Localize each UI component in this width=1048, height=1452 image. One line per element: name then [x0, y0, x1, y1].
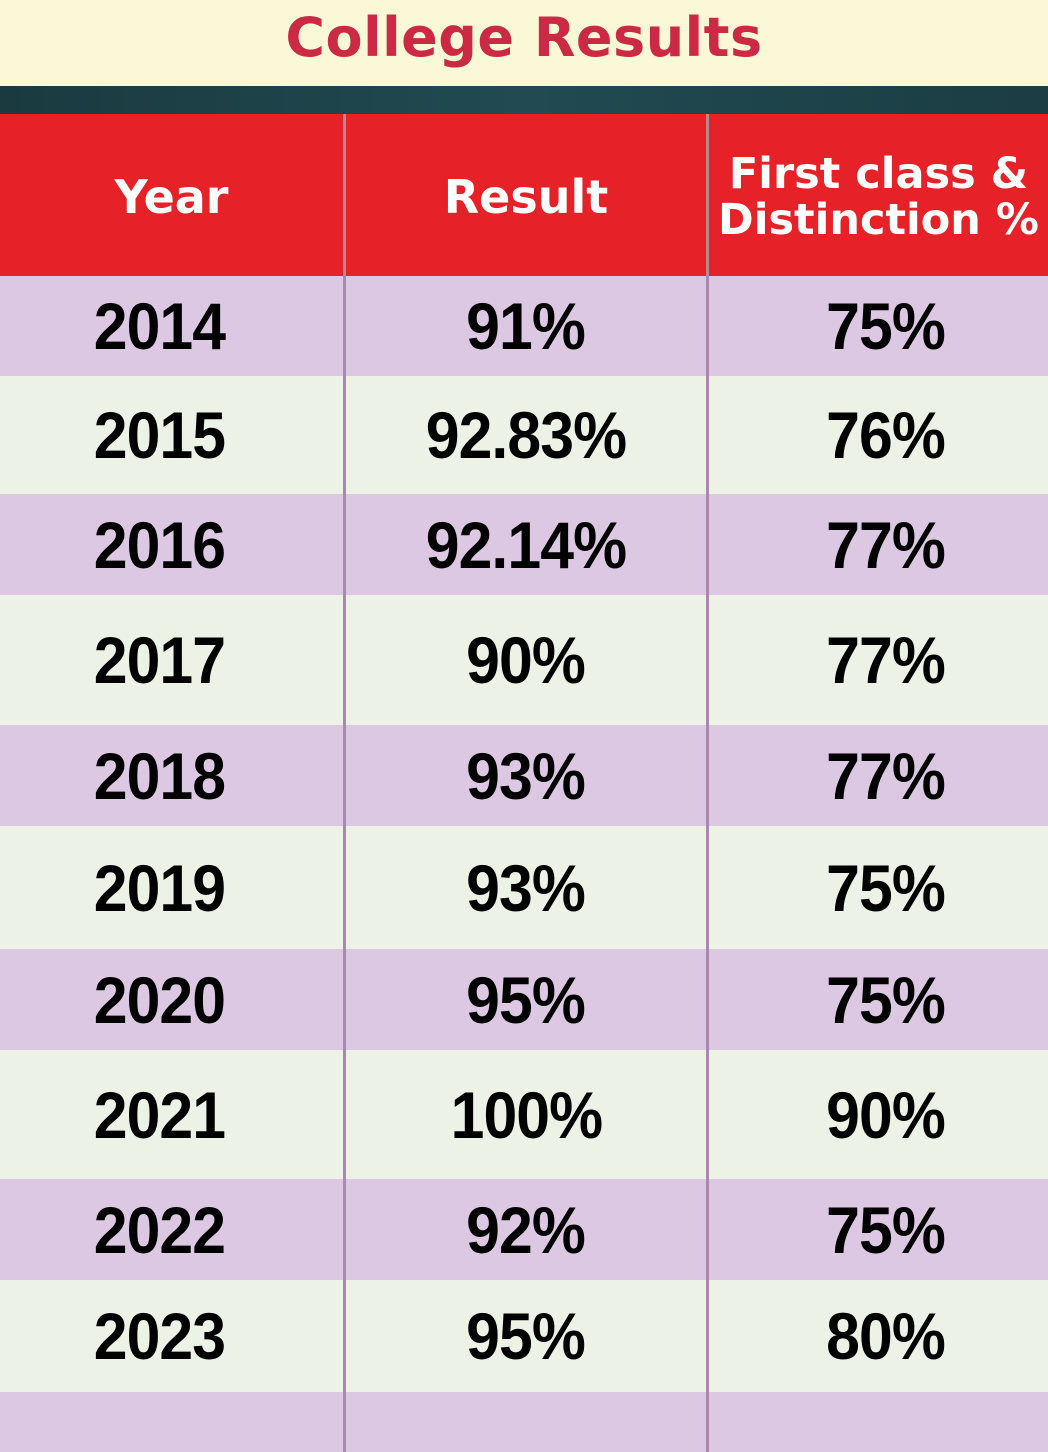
year-cell: 2016: [0, 494, 343, 595]
year-cell: 2020: [0, 949, 343, 1050]
year-value: 2022: [93, 1192, 226, 1267]
year-value: 2018: [93, 738, 226, 813]
first-class-value: 75%: [826, 850, 946, 925]
first-class-value: 76%: [826, 398, 946, 472]
table-row: 2014 91% 75%: [0, 276, 1048, 376]
first-class-value: 77%: [826, 507, 946, 582]
header-first-class-line1: First class &: [728, 149, 1029, 199]
year-cell: 2023: [0, 1280, 343, 1392]
result-value: 90%: [466, 623, 587, 697]
header-year: Year: [0, 114, 343, 276]
first-class-cell: 75%: [706, 826, 1048, 949]
table-row: 2015 92.83% 76%: [0, 376, 1048, 494]
year-value: 2014: [93, 289, 226, 363]
year-cell: 2022: [0, 1179, 343, 1280]
header-result-label: Result: [443, 170, 609, 224]
table-header-row: Year Result First class & Distinction %: [0, 114, 1048, 276]
result-value: 100%: [450, 1077, 603, 1152]
year-value: 2023: [93, 1299, 226, 1373]
result-cell: 90%: [343, 595, 706, 725]
first-class-cell: 76%: [706, 376, 1048, 494]
first-class-cell: 77%: [706, 494, 1048, 595]
table-row: 2021 100% 90%: [0, 1050, 1048, 1179]
first-class-value: 77%: [826, 623, 946, 697]
result-value: 95%: [466, 962, 587, 1037]
year-cell: 2021: [0, 1050, 343, 1179]
year-cell: 2017: [0, 595, 343, 725]
first-class-value: 90%: [826, 1077, 946, 1152]
first-class-cell: 75%: [706, 1179, 1048, 1280]
result-cell: 100%: [343, 1050, 706, 1179]
empty-cell: [343, 1392, 706, 1452]
first-class-cell: 90%: [706, 1050, 1048, 1179]
first-class-value: 75%: [826, 962, 946, 1037]
year-cell: 2019: [0, 826, 343, 949]
result-value: 92%: [466, 1192, 587, 1267]
result-cell: 93%: [343, 826, 706, 949]
first-class-cell: 80%: [706, 1280, 1048, 1392]
table-row: 2016 92.14% 77%: [0, 494, 1048, 595]
results-table: Year Result First class & Distinction % …: [0, 114, 1048, 1452]
first-class-value: 75%: [826, 1192, 946, 1267]
year-value: 2015: [93, 398, 226, 472]
year-cell: 2015: [0, 376, 343, 494]
table-row: 2022 92% 75%: [0, 1179, 1048, 1280]
first-class-value: 75%: [826, 289, 946, 363]
result-cell: 92%: [343, 1179, 706, 1280]
year-cell: 2018: [0, 725, 343, 826]
result-cell: 92.14%: [343, 494, 706, 595]
header-year-label: Year: [114, 170, 229, 224]
first-class-cell: 75%: [706, 276, 1048, 376]
first-class-value: 80%: [826, 1299, 946, 1373]
page-title: College Results: [285, 5, 763, 69]
year-value: 2019: [93, 850, 226, 925]
result-value: 95%: [466, 1299, 587, 1373]
result-value: 93%: [466, 738, 587, 813]
result-value: 93%: [466, 850, 587, 925]
year-value: 2016: [93, 507, 226, 582]
empty-cell: [0, 1392, 343, 1452]
year-value: 2021: [93, 1077, 226, 1152]
result-cell: 95%: [343, 949, 706, 1050]
table-row: 2023 95% 80%: [0, 1280, 1048, 1392]
header-first-class-line2: Distinction %: [718, 195, 1039, 245]
table-row: 2019 93% 75%: [0, 826, 1048, 949]
header-result: Result: [343, 114, 706, 276]
first-class-cell: 77%: [706, 725, 1048, 826]
table-row: 2018 93% 77%: [0, 725, 1048, 826]
year-cell: 2014: [0, 276, 343, 376]
divider-band: [0, 86, 1048, 114]
empty-cell: [706, 1392, 1048, 1452]
first-class-value: 77%: [826, 738, 946, 813]
result-cell: 93%: [343, 725, 706, 826]
header-first-class: First class & Distinction %: [706, 114, 1048, 276]
result-cell: 91%: [343, 276, 706, 376]
year-value: 2017: [93, 623, 226, 697]
result-value: 91%: [466, 289, 587, 363]
table-row: 2017 90% 77%: [0, 595, 1048, 725]
year-value: 2020: [93, 962, 226, 1037]
result-cell: 92.83%: [343, 376, 706, 494]
first-class-cell: 75%: [706, 949, 1048, 1050]
title-band: College Results: [0, 0, 1048, 86]
result-value: 92.83%: [425, 398, 627, 472]
table-row: 2020 95% 75%: [0, 949, 1048, 1050]
result-value: 92.14%: [425, 507, 627, 582]
result-cell: 95%: [343, 1280, 706, 1392]
table-footer-row: [0, 1392, 1048, 1452]
first-class-cell: 77%: [706, 595, 1048, 725]
